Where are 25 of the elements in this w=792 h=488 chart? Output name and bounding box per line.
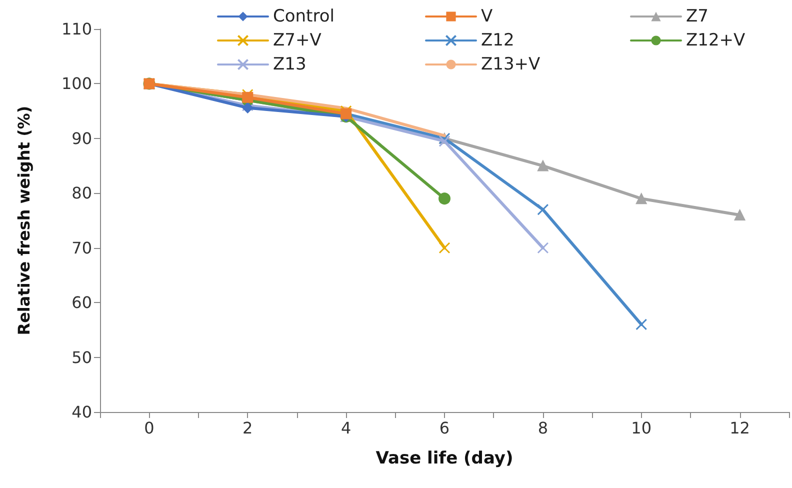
- legend-label: Z7: [686, 6, 708, 26]
- legend-label: Z12: [481, 30, 514, 50]
- legend-label: V: [481, 6, 493, 26]
- y-tick-label: 100: [61, 74, 92, 94]
- y-tick-label: 90: [72, 128, 92, 148]
- y-tick-label: 80: [72, 184, 92, 203]
- y-axis-title: Relative fresh weight (%): [14, 106, 34, 336]
- x-tick-label: 12: [730, 418, 750, 438]
- x-tick-label: 6: [439, 418, 450, 438]
- x-tick-label: 10: [631, 418, 652, 438]
- x-axis-title: Vase life (day): [376, 448, 514, 468]
- y-tick-label: 60: [72, 293, 92, 312]
- legend-label: Z13+V: [481, 54, 541, 74]
- x-tick-label: 2: [242, 418, 253, 438]
- x-tick-label: 8: [538, 418, 548, 438]
- x-tick-label: 0: [144, 418, 154, 438]
- legend-label: Control: [273, 6, 334, 26]
- y-tick-label: 40: [72, 402, 92, 422]
- y-tick-label: 50: [72, 348, 92, 367]
- legend-label: Z7+V: [273, 30, 322, 50]
- x-tick-label: 4: [340, 418, 352, 438]
- y-tick-label: 110: [61, 20, 92, 38]
- legend-label: Z13: [273, 54, 306, 74]
- legend-label: Z12+V: [686, 30, 746, 50]
- y-tick-label: 70: [72, 238, 92, 258]
